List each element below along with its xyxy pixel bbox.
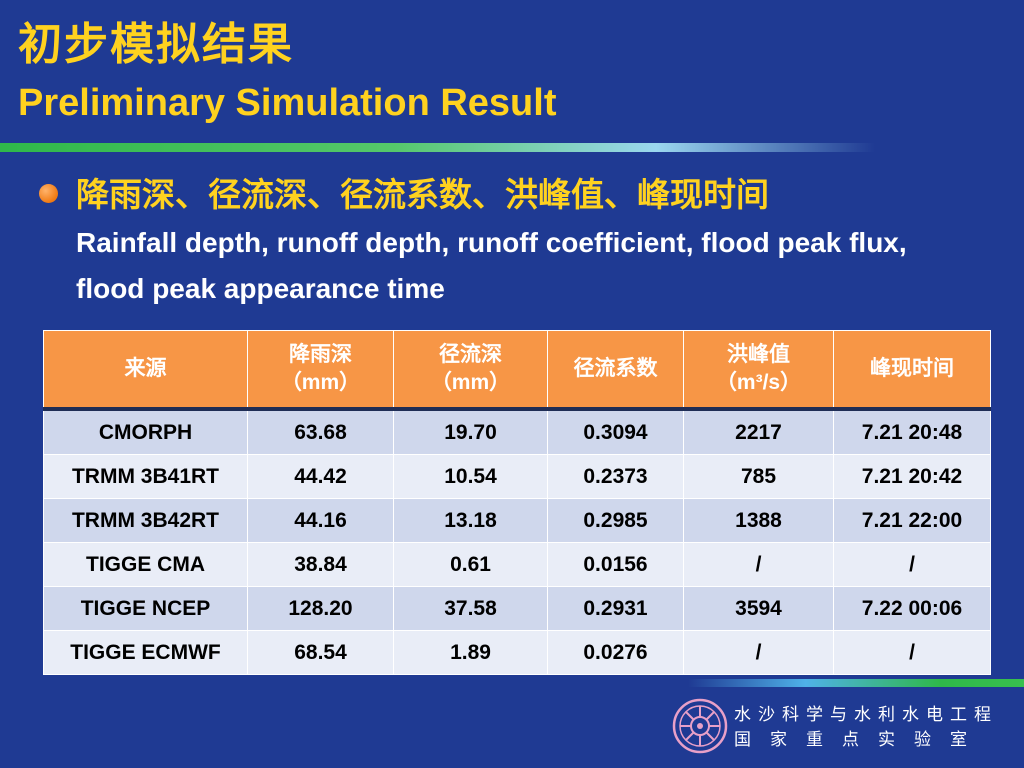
cell-coefficient: 0.0276 xyxy=(547,630,684,675)
cell-rainfall: 128.20 xyxy=(247,586,394,631)
cell-peak-time: 7.22 00:06 xyxy=(833,586,991,631)
cell-peak: 785 xyxy=(683,454,834,499)
cell-coefficient: 0.3094 xyxy=(547,408,684,455)
table-row: TRMM 3B42RT 44.16 13.18 0.2985 1388 7.21… xyxy=(43,498,991,543)
header-source: 来源 xyxy=(43,330,248,411)
cell-runoff: 0.61 xyxy=(393,542,548,587)
cell-peak-time: 7.21 20:42 xyxy=(833,454,991,499)
cell-runoff: 13.18 xyxy=(393,498,548,543)
bullet-text-cn: 降雨深、径流深、径流系数、洪峰值、峰现时间 xyxy=(76,175,769,214)
cell-peak: 3594 xyxy=(683,586,834,631)
cell-rainfall: 44.16 xyxy=(247,498,394,543)
table-row: TIGGE NCEP 128.20 37.58 0.2931 3594 7.22… xyxy=(43,586,991,631)
cell-peak: 1388 xyxy=(683,498,834,543)
header-peak-time: 峰现时间 xyxy=(833,330,991,411)
footer-divider xyxy=(688,679,1024,687)
header-rainfall-depth: 降雨深 （mm） xyxy=(247,330,394,411)
cell-rainfall: 38.84 xyxy=(247,542,394,587)
cell-peak: / xyxy=(683,630,834,675)
table-row: TIGGE CMA 38.84 0.61 0.0156 / / xyxy=(43,542,991,587)
cell-coefficient: 0.0156 xyxy=(547,542,684,587)
cell-source: TIGGE CMA xyxy=(43,542,248,587)
cell-peak-time: 7.21 20:48 xyxy=(833,408,991,455)
cell-rainfall: 68.54 xyxy=(247,630,394,675)
table-row: TIGGE ECMWF 68.54 1.89 0.0276 / / xyxy=(43,630,991,675)
cell-runoff: 37.58 xyxy=(393,586,548,631)
cell-coefficient: 0.2373 xyxy=(547,454,684,499)
bullet-text-en: Rainfall depth, runoff depth, runoff coe… xyxy=(76,227,907,304)
cell-runoff: 19.70 xyxy=(393,408,548,455)
table-header-row: 来源 降雨深 （mm） 径流深 （mm） 径流系数 洪峰值 （m³/s） 峰现时间 xyxy=(43,330,991,411)
table-row: TRMM 3B41RT 44.42 10.54 0.2373 785 7.21 … xyxy=(43,454,991,499)
cell-source: TRMM 3B41RT xyxy=(43,454,248,499)
cell-runoff: 10.54 xyxy=(393,454,548,499)
cell-runoff: 1.89 xyxy=(393,630,548,675)
cell-source: CMORPH xyxy=(43,408,248,455)
cell-peak: / xyxy=(683,542,834,587)
cell-peak: 2217 xyxy=(683,408,834,455)
cell-rainfall: 44.42 xyxy=(247,454,394,499)
header-flood-peak: 洪峰值 （m³/s） xyxy=(683,330,834,411)
table-row: CMORPH 63.68 19.70 0.3094 2217 7.21 20:4… xyxy=(43,408,991,455)
cell-source: TIGGE NCEP xyxy=(43,586,248,631)
cell-coefficient: 0.2985 xyxy=(547,498,684,543)
cell-peak-time: / xyxy=(833,630,991,675)
title-divider xyxy=(0,143,875,152)
cell-source: TRMM 3B42RT xyxy=(43,498,248,543)
lab-name-line1: 水沙科学与水利水电工程 xyxy=(734,705,998,725)
lab-emblem-icon xyxy=(672,698,728,754)
page-title-cn: 初步模拟结果 xyxy=(18,19,294,70)
cell-coefficient: 0.2931 xyxy=(547,586,684,631)
cell-rainfall: 63.68 xyxy=(247,408,394,455)
cell-source: TIGGE ECMWF xyxy=(43,630,248,675)
header-runoff-depth: 径流深 （mm） xyxy=(393,330,548,411)
bullet-icon xyxy=(39,184,58,203)
page-title-en: Preliminary Simulation Result xyxy=(18,82,557,124)
lab-name-line2: 国家重点实验室 xyxy=(734,730,986,750)
cell-peak-time: 7.21 22:00 xyxy=(833,498,991,543)
results-table: 来源 降雨深 （mm） 径流深 （mm） 径流系数 洪峰值 （m³/s） 峰现时间 C… xyxy=(43,330,991,675)
cell-peak-time: / xyxy=(833,542,991,587)
header-runoff-coefficient: 径流系数 xyxy=(547,330,684,411)
